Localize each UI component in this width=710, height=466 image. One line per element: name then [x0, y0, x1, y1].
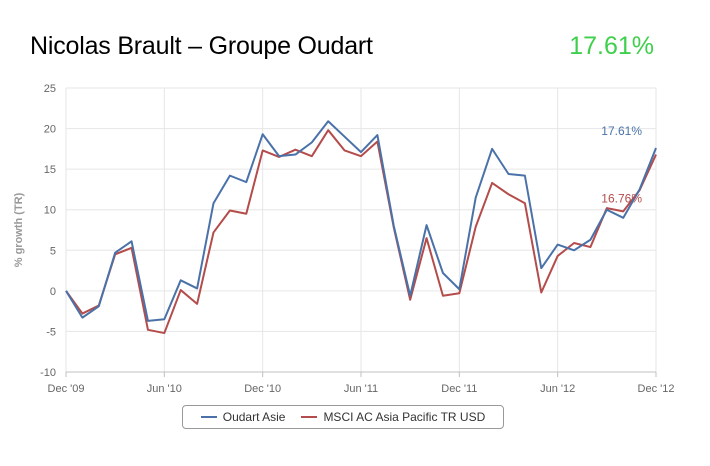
- legend-item-oudart-asie[interactable]: Oudart Asie: [200, 410, 286, 424]
- end-label-msci: 16.76%: [601, 192, 642, 206]
- y-tick-label: 20: [44, 124, 56, 136]
- y-axis-title: % growth (TR): [13, 192, 25, 267]
- legend-item-msci[interactable]: MSCI AC Asia Pacific TR USD: [301, 410, 485, 424]
- x-tick-label: Jun '11: [344, 383, 378, 395]
- y-tick-label: 15: [44, 164, 56, 176]
- y-tick-label: 25: [44, 83, 56, 95]
- x-tick-label: Dec '09: [48, 383, 85, 395]
- x-tick-label: Jun '10: [147, 383, 182, 395]
- x-tick-label: Jun '12: [540, 383, 575, 395]
- x-tick-label: Dec '12: [638, 383, 675, 395]
- legend-swatch-oudart-asie: [200, 416, 217, 418]
- x-tick-label: Dec '11: [441, 383, 477, 395]
- y-tick-label: 0: [50, 286, 56, 298]
- legend-label-oudart-asie: Oudart Asie: [222, 410, 286, 424]
- end-label-oudart-asie: 17.61%: [601, 124, 642, 138]
- legend-label-msci: MSCI AC Asia Pacific TR USD: [323, 410, 486, 424]
- chart-legend: Oudart Asie MSCI AC Asia Pacific TR USD: [182, 405, 504, 429]
- x-tick-label: Dec '10: [244, 383, 281, 395]
- y-tick-label: 10: [44, 205, 56, 217]
- series-line-oudart-asie[interactable]: [65, 120, 657, 322]
- y-tick-label: 5: [50, 245, 56, 257]
- y-tick-label: -10: [40, 367, 56, 379]
- y-tick-label: -5: [46, 326, 56, 338]
- legend-swatch-msci: [301, 416, 318, 418]
- headline-return-value: 17.61%: [569, 32, 654, 60]
- chart-title: Nicolas Brault – Groupe Oudart: [30, 32, 373, 60]
- series-line-msci[interactable]: [65, 129, 657, 335]
